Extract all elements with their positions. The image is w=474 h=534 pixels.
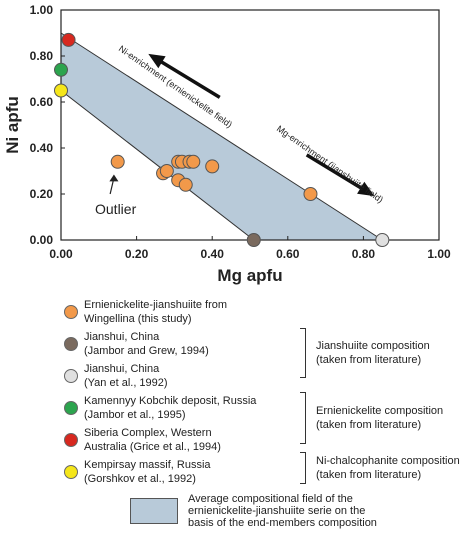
scatter-plot: 0.00 0.20 0.40 0.60 0.80 1.00 0.00 0.20 0.40 0.60… xyxy=(3,3,451,285)
data-point xyxy=(246,233,261,247)
x-tick-label: 0.60 xyxy=(276,247,300,261)
legend-bracket xyxy=(300,328,306,378)
legend-label: Jianshui, China (Yan et al., 1992) xyxy=(84,362,168,390)
legend-group-label: Ni-chalcophanite composition (taken from … xyxy=(316,454,460,482)
data-point xyxy=(205,159,220,174)
data-point xyxy=(54,83,68,98)
y-tick-label: 0.60 xyxy=(30,95,54,109)
legend-group-label-line: Ni-chalcophanite composition xyxy=(316,455,460,467)
data-point xyxy=(61,32,76,47)
legend-label-line: Wingellina (this study) xyxy=(84,313,192,325)
legend-label-line: Kamennyy Kobchik deposit, Russia xyxy=(84,395,257,407)
legend-label-line: Jianshui, China xyxy=(84,331,160,343)
legend-marker xyxy=(64,337,78,351)
legend-label-line: (Jambor et al., 1995) xyxy=(84,409,186,421)
legend-group-label-line: (taken from literature) xyxy=(316,469,422,481)
legend-group-label-line: Ernienickelite composition xyxy=(316,405,444,417)
ni-enrichment-arrow xyxy=(150,54,221,99)
data-point xyxy=(54,62,68,77)
legend-bracket xyxy=(300,452,306,484)
data-point xyxy=(110,154,125,169)
field-legend-line: ernienickelite-jianshuiite serie on the xyxy=(188,505,366,517)
field-legend-swatch xyxy=(130,498,178,524)
legend-label: Kempirsay massif, Russia (Gorshkov et al.… xyxy=(84,458,211,486)
legend-label: Siberia Complex, Western Australia (Grice… xyxy=(84,426,221,454)
data-point xyxy=(159,164,174,178)
legend-marker xyxy=(64,369,78,383)
legend-label-line: (Yan et al., 1992) xyxy=(84,377,168,389)
legend-label-line: Jianshui, China xyxy=(84,363,160,375)
data-point xyxy=(186,154,201,169)
field-legend-line: basis of the end-members composition xyxy=(188,517,377,529)
x-tick-label: 0.80 xyxy=(352,247,376,261)
data-points xyxy=(54,32,390,247)
legend-group-label-line: Jianshuiite composition xyxy=(316,340,430,352)
y-axis-label: Ni apfu xyxy=(3,96,22,154)
legend-label-line: (Gorshkov et al., 1992) xyxy=(84,473,196,485)
x-tick-label: 0.00 xyxy=(49,247,73,261)
field-legend-line: Average compositional field of the xyxy=(188,493,353,505)
legend-group-label-line: (taken from literature) xyxy=(316,354,422,366)
data-point xyxy=(375,233,390,247)
mg-enrichment-arrow-head xyxy=(357,181,375,197)
data-point xyxy=(178,177,193,192)
x-axis-label: Mg apfu xyxy=(217,266,282,285)
y-tick-label: 0.80 xyxy=(30,49,54,63)
legend-marker xyxy=(64,305,78,319)
legend-marker xyxy=(64,433,78,447)
x-tick-label: 0.20 xyxy=(125,247,149,261)
legend-group-label-line: (taken from literature) xyxy=(316,419,422,431)
field-legend-text: Average compositional field of the ernie… xyxy=(188,493,377,529)
legend-label: Jianshui, China (Jambor and Grew, 1994) xyxy=(84,330,209,358)
y-tick-label: 0.20 xyxy=(30,187,54,201)
legend-label: Kamennyy Kobchik deposit, Russia (Jambor … xyxy=(84,394,256,422)
legend-label: Ernienickelite-jianshuiite from Wingellin… xyxy=(84,298,227,326)
outlier-label: Outlier xyxy=(95,201,137,217)
legend-label-line: Ernienickelite-jianshuiite from xyxy=(84,299,228,311)
axis-ticks: 0.00 0.20 0.40 0.60 0.80 1.00 0.00 0.20 0.40 0.60… xyxy=(30,3,451,261)
x-tick-label: 1.00 xyxy=(427,247,451,261)
ni-enrichment-arrow-head xyxy=(148,53,166,69)
legend-label-line: Australia (Grice et al., 1994) xyxy=(84,441,221,453)
y-tick-label: 0.40 xyxy=(30,141,54,155)
outlier-pointer-head xyxy=(109,174,119,182)
legend-label-line: Kempirsay massif, Russia xyxy=(84,459,211,471)
x-tick-label: 0.40 xyxy=(201,247,225,261)
data-point xyxy=(303,187,318,201)
mg-enrichment-arrow xyxy=(305,153,372,196)
legend-group-label: Jianshuiite composition (taken from liter… xyxy=(316,339,430,367)
legend-label-line: (Jambor and Grew, 1994) xyxy=(84,345,209,357)
legend-label-line: Siberia Complex, Western xyxy=(84,427,212,439)
legend-bracket xyxy=(300,392,306,444)
legend-group-label: Ernienickelite composition (taken from li… xyxy=(316,404,443,432)
legend-marker xyxy=(64,465,78,479)
y-tick-label: 0.00 xyxy=(30,233,54,247)
legend-marker xyxy=(64,401,78,415)
y-tick-label: 1.00 xyxy=(30,3,54,17)
